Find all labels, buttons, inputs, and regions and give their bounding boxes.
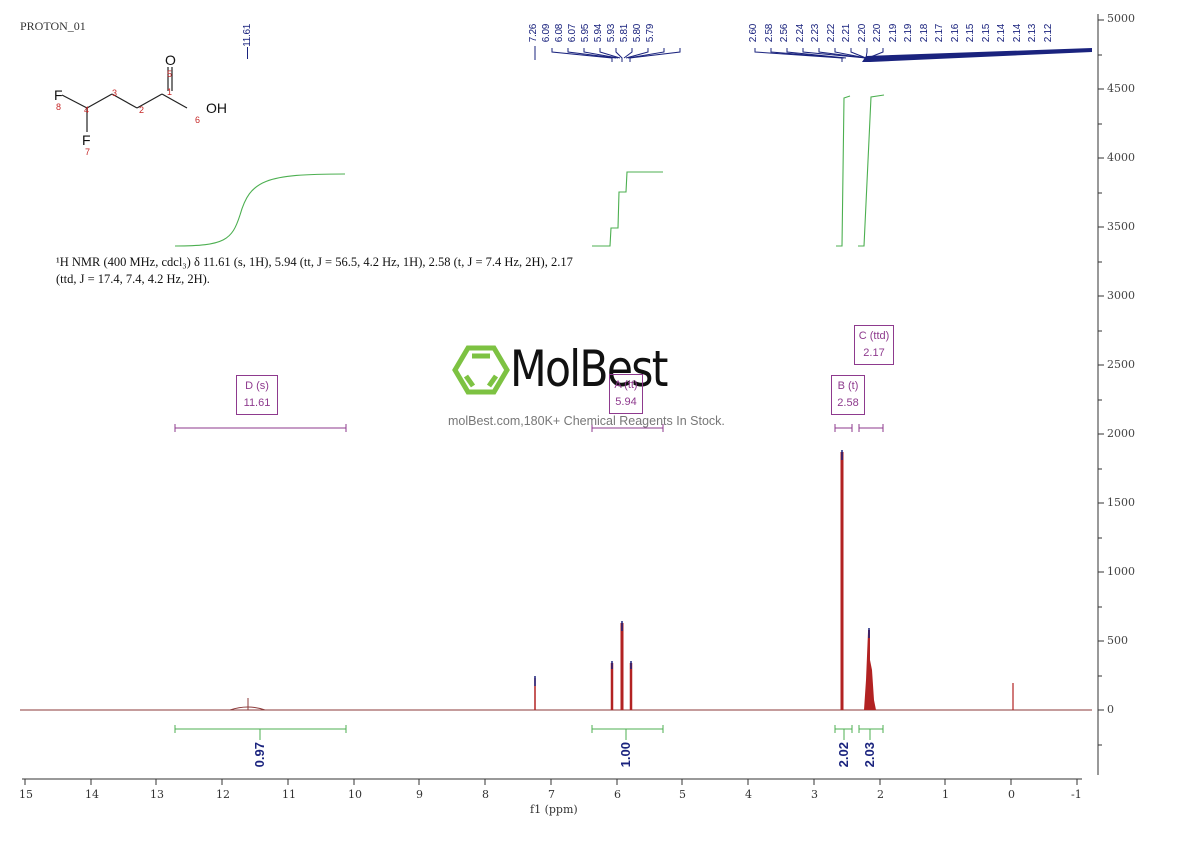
x-tick-label: 11 — [282, 788, 296, 801]
molbest-logo-text: MolBest — [510, 340, 668, 398]
x-tick-label: 14 — [85, 788, 99, 801]
spectrum-trace — [20, 452, 1092, 711]
spectrum-title: PROTON_01 — [20, 19, 86, 33]
multiplet-box-c: C (ttd) 2.17 — [854, 325, 894, 365]
multiplet-box-d: D (s) 11.61 — [236, 375, 278, 415]
svg-text:OH: OH — [206, 100, 227, 116]
nmr-description: ¹H NMR (400 MHz, cdcl₃) δ 11.61 (s, 1H),… — [56, 254, 616, 288]
y-tick-label: 4500 — [1107, 82, 1135, 95]
x-tick-label: 7 — [548, 788, 555, 801]
nmr-description-line-2: (ttd, J = 17.4, 7.4, 4.2 Hz, 2H). — [56, 272, 210, 286]
x-tick-label: 3 — [811, 788, 818, 801]
y-tick-label: 2500 — [1107, 358, 1135, 371]
x-tick-label: 13 — [150, 788, 164, 801]
nmr-description-line-1: ¹H NMR (400 MHz, cdcl₃) δ 11.61 (s, 1H),… — [56, 255, 573, 269]
x-tick-label: 4 — [745, 788, 752, 801]
svg-text:F: F — [82, 132, 91, 148]
x-tick-label: -1 — [1071, 788, 1082, 801]
svg-text:6: 6 — [195, 115, 200, 125]
x-tick-label: 2 — [877, 788, 884, 801]
y-tick-label: 1000 — [1107, 565, 1135, 578]
molecule-structure: F O OH F 8 4 3 2 1 5 6 7 — [54, 52, 227, 157]
integral-value: 0.97 — [252, 742, 267, 768]
x-tick-label: 1 — [942, 788, 949, 801]
multiplet-box-b: B (t) 2.58 — [831, 375, 865, 415]
svg-text:1: 1 — [167, 87, 172, 97]
svg-text:3: 3 — [112, 88, 117, 98]
multiplet-shift: 2.58 — [837, 397, 859, 409]
multiplet-box-a: A (tt) 5.94 — [609, 374, 643, 414]
x-tick-label: 5 — [679, 788, 686, 801]
y-tick-label: 5000 — [1107, 12, 1135, 25]
x-axis — [22, 778, 1082, 785]
y-tick-label: 2000 — [1107, 427, 1135, 440]
multiplet-ranges — [174, 424, 884, 432]
svg-text:2: 2 — [139, 105, 144, 115]
y-tick-label: 3500 — [1107, 220, 1135, 233]
y-tick-label: 4000 — [1107, 151, 1135, 164]
x-tick-label: 12 — [216, 788, 230, 801]
multiplet-label: D (s) — [245, 380, 269, 392]
watermark-tagline: molBest.com,180K+ Chemical Reagents In S… — [448, 414, 725, 428]
integral-curves — [174, 94, 885, 247]
integral-value: 2.03 — [862, 742, 877, 768]
y-axis — [1097, 14, 1104, 775]
svg-text:4: 4 — [84, 105, 89, 115]
peak-connector-fan — [862, 48, 1092, 62]
svg-text:O: O — [165, 52, 176, 68]
svg-text:8: 8 — [56, 102, 61, 112]
x-tick-label: 6 — [614, 788, 621, 801]
svg-text:5: 5 — [167, 69, 172, 79]
y-tick-label: 500 — [1107, 634, 1128, 647]
peak-marker-line — [247, 47, 248, 59]
x-tick-label: 0 — [1008, 788, 1015, 801]
svg-text:7: 7 — [85, 147, 90, 157]
y-tick-label: 1500 — [1107, 496, 1135, 509]
molbest-logo-icon — [452, 345, 510, 395]
integral-value: 2.02 — [836, 742, 851, 768]
integral-value: 1.00 — [618, 742, 633, 768]
integral-ranges — [174, 725, 884, 740]
multiplet-label: A (tt) — [614, 379, 638, 391]
svg-text:F: F — [54, 87, 63, 103]
multiplet-label: B (t) — [837, 380, 859, 392]
multiplet-shift: 2.17 — [863, 347, 885, 359]
x-tick-label: 10 — [348, 788, 362, 801]
multiplet-shift: 5.94 — [615, 396, 637, 408]
y-tick-label: 0 — [1107, 703, 1114, 716]
x-axis-label: f1 (ppm) — [530, 803, 578, 816]
x-tick-label: 9 — [416, 788, 423, 801]
y-tick-label: 3000 — [1107, 289, 1135, 302]
peak-top-markers — [534, 450, 870, 686]
peak-connectors — [534, 46, 884, 62]
x-tick-label: 8 — [482, 788, 489, 801]
multiplet-shift: 11.61 — [243, 397, 271, 409]
x-tick-label: 15 — [19, 788, 33, 801]
multiplet-label: C (ttd) — [858, 330, 890, 342]
